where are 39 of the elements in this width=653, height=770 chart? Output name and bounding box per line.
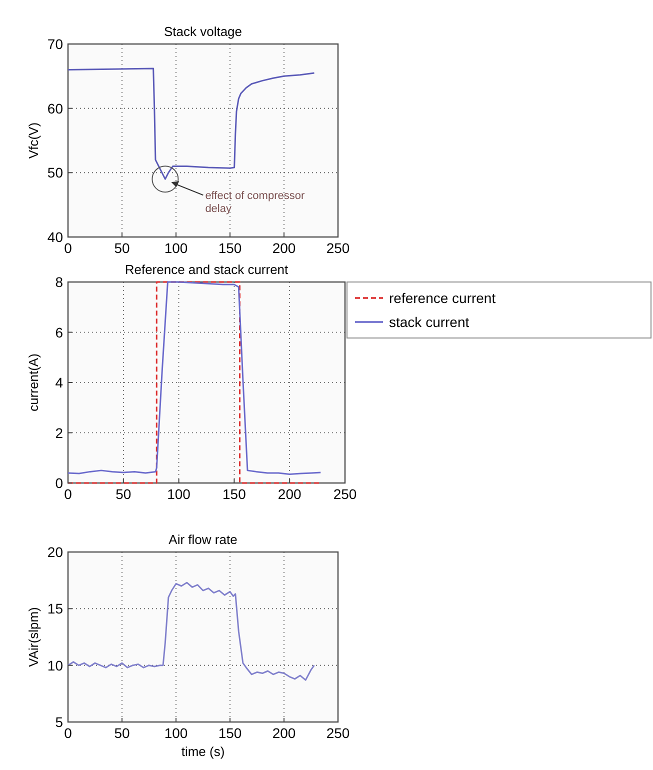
y-axis-title: VAir(slpm) xyxy=(26,607,41,667)
chart-title: Air flow rate xyxy=(168,532,238,547)
line-series xyxy=(67,582,315,681)
x-tick-label: 200 xyxy=(278,486,302,502)
x-tick-label: 50 xyxy=(116,486,132,502)
x-tick-label: 100 xyxy=(164,725,188,741)
x-tick-label: 200 xyxy=(272,725,296,741)
annotation: effect of compressor delay xyxy=(205,190,305,216)
y-tick-label: 70 xyxy=(47,36,64,52)
y-tick-label: 15 xyxy=(47,600,64,617)
x-tick-label: 150 xyxy=(218,240,242,256)
y-axis-title: Vfc(V) xyxy=(26,122,41,159)
legend-label: reference current xyxy=(389,290,496,306)
chart-title: Stack voltage xyxy=(164,24,242,39)
legend-label: stack current xyxy=(389,314,470,330)
y-tick-label: 4 xyxy=(55,374,64,390)
x-tick-label: 150 xyxy=(222,486,246,502)
y-tick-label: 10 xyxy=(47,657,64,674)
x-tick-label: 200 xyxy=(272,240,296,256)
x-tick-label: 50 xyxy=(114,240,130,256)
y-tick-label: 0 xyxy=(55,475,64,491)
y-axis-title: current(A) xyxy=(26,354,41,412)
y-tick-label: 5 xyxy=(55,714,64,730)
y-tick-label: 8 xyxy=(55,274,64,290)
y-tick-label: 2 xyxy=(55,424,64,441)
x-tick-label: 100 xyxy=(164,240,188,256)
x-tick-label: 150 xyxy=(218,725,242,741)
y-tick-label: 20 xyxy=(47,544,64,560)
x-tick-label: 100 xyxy=(167,486,191,502)
x-axis-title: time (s) xyxy=(181,744,225,759)
x-tick-label: 250 xyxy=(326,725,350,741)
y-tick-label: 6 xyxy=(55,324,64,340)
y-tick-label: 40 xyxy=(47,229,64,245)
y-tick-label: 50 xyxy=(47,164,64,181)
x-tick-label: 50 xyxy=(114,725,130,741)
y-tick-label: 60 xyxy=(47,100,64,116)
chart-title: Reference and stack current xyxy=(124,262,289,277)
x-tick-label: 250 xyxy=(326,240,350,256)
x-tick-label: 250 xyxy=(333,486,357,502)
